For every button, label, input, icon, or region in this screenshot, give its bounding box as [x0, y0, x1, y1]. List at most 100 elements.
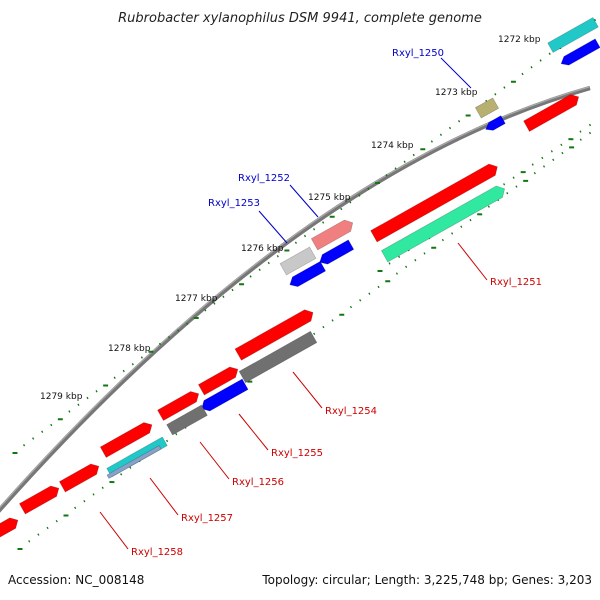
- gene-feature-reverse[interactable]: [560, 38, 600, 66]
- genes-value: 3,203: [557, 573, 592, 587]
- inner-scale-tick: [579, 138, 582, 141]
- gene-feature-reverse[interactable]: [319, 239, 355, 265]
- gene-feature-forward[interactable]: [523, 94, 580, 132]
- inner-scale-tick: [451, 232, 454, 235]
- genome-backbone: [0, 85, 591, 513]
- outer-scale-tick: [294, 241, 297, 244]
- inner-scale-tick: [388, 262, 391, 265]
- gene-features: [0, 17, 600, 538]
- gene-feature-rxyl-1252[interactable]: [310, 219, 354, 251]
- inner-scale-tick: [512, 176, 515, 179]
- gene-feature-rxyl-1258[interactable]: [18, 485, 60, 515]
- gene-label-rxyl-1252[interactable]: Rxyl_1252: [238, 173, 290, 184]
- kbp-label: 1274 kbp: [371, 141, 414, 151]
- gene-label-rxyl-1255[interactable]: Rxyl_1255: [271, 448, 323, 459]
- topology-label: Topology:: [262, 573, 319, 587]
- inner-scale-tick: [588, 131, 592, 135]
- gene-feature-mint[interactable]: [380, 185, 505, 263]
- inner-scale-tick: [542, 165, 546, 168]
- outer-scale-tick: [430, 140, 433, 143]
- gene-feature-reverse[interactable]: [485, 115, 506, 131]
- gene-leader-line: [258, 210, 288, 244]
- gene-feature-forward[interactable]: [0, 517, 19, 538]
- inner-scale-tick: [322, 325, 325, 329]
- inner-scale-tick: [166, 439, 169, 443]
- gene-label-rxyl-1250[interactable]: Rxyl_1250: [392, 48, 444, 59]
- outer-scale-tick: [95, 390, 98, 393]
- inner-scale-tick: [83, 499, 86, 503]
- inner-scale-tick: [313, 332, 316, 335]
- inner-scale-tick: [460, 225, 463, 228]
- kbp-label: 1276 kbp: [241, 244, 284, 254]
- outer-scale-tick: [86, 396, 89, 400]
- inner-scale-tick: [503, 183, 506, 186]
- outer-scale-tick: [50, 423, 53, 427]
- outer-scale-tick: [448, 126, 452, 130]
- inner-scale-tick: [74, 506, 77, 510]
- outer-scale-tick: [349, 201, 352, 204]
- inner-scale-tick: [560, 143, 563, 146]
- gene-feature-rxyl-1251[interactable]: [370, 163, 498, 243]
- map-title: Rubrobacter xylanophilus DSM 9941, compl…: [118, 11, 482, 26]
- gene-label-rxyl-1254[interactable]: Rxyl_1254: [325, 406, 377, 417]
- gene-feature-gray[interactable]: [238, 330, 318, 384]
- outer-scale-tick: [394, 167, 397, 170]
- outer-scale-tick: [313, 228, 316, 231]
- outer-scale-tick: [367, 187, 370, 190]
- topology-footer: Topology: circular; Length: 3,225,748 bp…: [262, 573, 592, 587]
- gene-feature-reverse[interactable]: [289, 260, 327, 287]
- outer-scale-tick: [503, 86, 506, 89]
- kbp-label: 1279 kbp: [40, 392, 83, 402]
- inner-scale-tick: [533, 171, 536, 175]
- outer-scale-tick: [32, 437, 35, 440]
- outer-scale-tick: [213, 302, 216, 305]
- outer-scale-tick: [593, 18, 597, 22]
- outer-scale-tick: [412, 153, 415, 157]
- inner-scale-tick: [359, 299, 362, 302]
- outer-scale-tick: [458, 120, 461, 123]
- gene-feature-forward[interactable]: [58, 463, 100, 493]
- outer-scale-tick: [68, 410, 71, 413]
- gene-feature-stripe[interactable]: [106, 445, 162, 479]
- inner-scale-tick: [175, 433, 178, 436]
- gene-label-rxyl-1251[interactable]: Rxyl_1251: [490, 277, 542, 288]
- gene-feature-rxyl-1257[interactable]: [99, 422, 153, 458]
- outer-scale-tick: [113, 376, 116, 379]
- gene-label-rxyl-1256[interactable]: Rxyl_1256: [232, 477, 284, 488]
- outer-scale-tick: [222, 295, 225, 298]
- gene-label-rxyl-1257[interactable]: Rxyl_1257: [181, 513, 233, 524]
- inner-scale-tick: [37, 533, 40, 536]
- outer-scale-tick: [539, 59, 542, 62]
- topology-value: circular: [322, 573, 367, 587]
- gene-leader-line: [238, 413, 269, 451]
- inner-scale-tick: [579, 130, 582, 133]
- gene-leader-line: [292, 371, 323, 409]
- accession-footer: Accession: NC_008148: [8, 573, 144, 587]
- outer-scale-tick: [521, 72, 524, 76]
- gene-leader-line: [199, 441, 230, 480]
- outer-scale-tick: [186, 322, 189, 325]
- inner-scale-tick: [515, 185, 518, 188]
- gene-feature-forward[interactable]: [197, 366, 239, 396]
- gene-leader-line: [149, 477, 179, 516]
- inner-scale-tick: [129, 466, 132, 469]
- gene-feature-rxyl-1256[interactable]: [166, 404, 208, 436]
- gene-label-rxyl-1253[interactable]: Rxyl_1253: [208, 198, 260, 209]
- gene-label-rxyl-1258[interactable]: Rxyl_1258: [131, 547, 183, 558]
- outer-scale-tick: [231, 288, 234, 292]
- inner-scale-tick: [469, 218, 472, 222]
- length-value: 3,225,748 bp: [423, 573, 504, 587]
- gene-feature-rxyl-1250[interactable]: [474, 97, 500, 119]
- inner-scale-tick: [487, 205, 490, 208]
- gene-feature-rxyl-1254[interactable]: [234, 309, 314, 361]
- outer-scale-tick: [340, 207, 343, 211]
- gene-leader-line: [457, 242, 488, 281]
- inner-scale-tick: [46, 526, 49, 530]
- inner-scale-tick: [552, 158, 555, 161]
- gene-feature-rxyl-1253[interactable]: [279, 246, 317, 276]
- inner-scale-tick: [506, 192, 509, 195]
- inner-scale-tick: [368, 292, 371, 295]
- gene-feature-forward[interactable]: [157, 391, 200, 421]
- gene-feature-cyan[interactable]: [547, 17, 599, 53]
